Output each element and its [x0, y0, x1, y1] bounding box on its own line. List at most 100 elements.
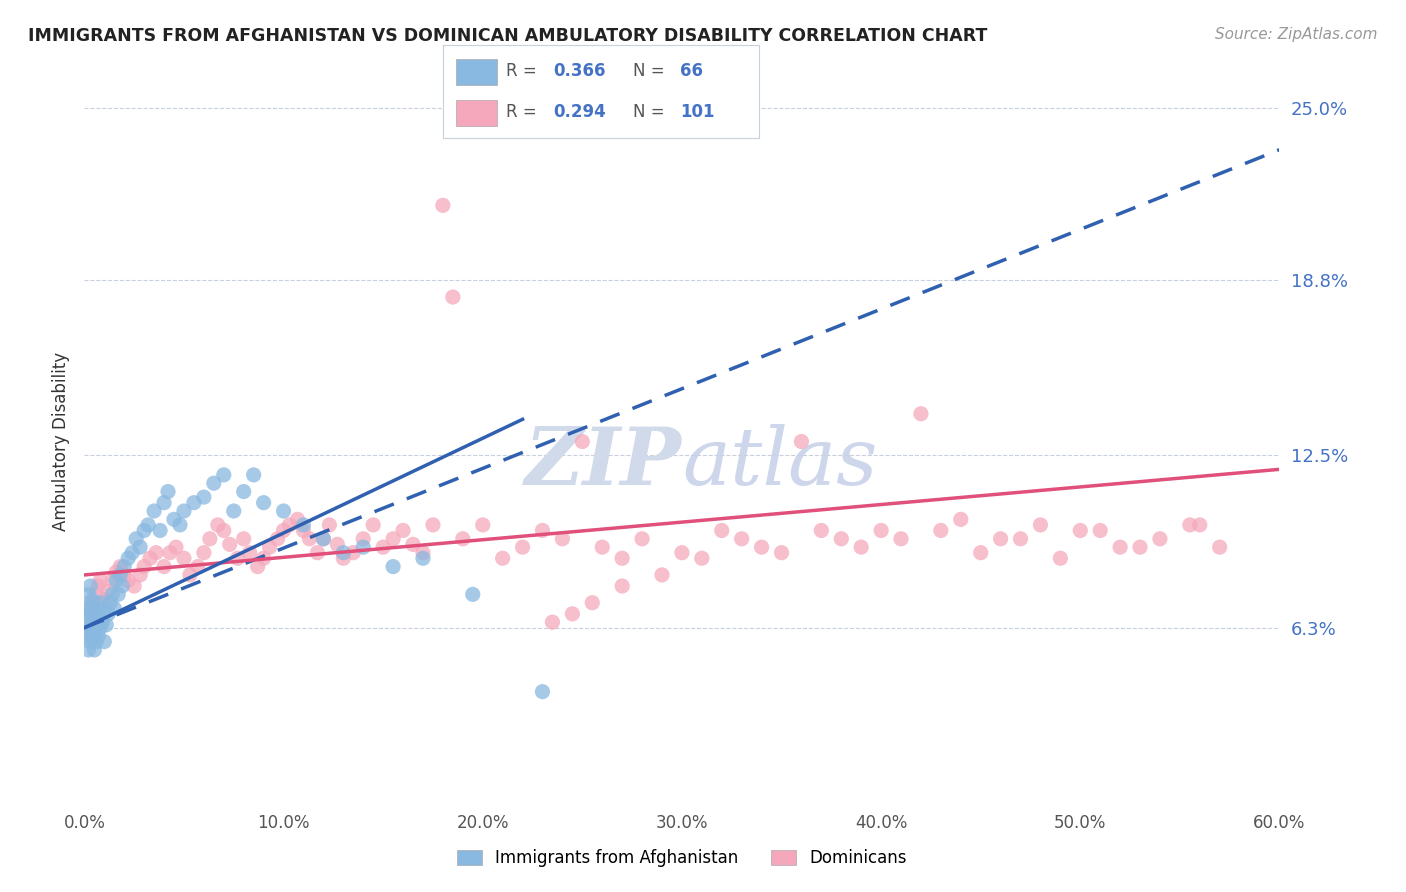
Point — [671, 546, 693, 560]
Point — [402, 537, 425, 551]
Point — [165, 540, 187, 554]
Point — [207, 517, 229, 532]
Point — [612, 579, 634, 593]
Point — [82, 593, 104, 607]
Point — [1178, 517, 1201, 532]
Legend: Immigrants from Afghanistan, Dominicans: Immigrants from Afghanistan, Dominicans — [450, 843, 914, 874]
Point — [1049, 551, 1071, 566]
Point — [117, 551, 139, 566]
Point — [373, 540, 395, 554]
Point — [121, 546, 143, 560]
Y-axis label: Ambulatory Disability: Ambulatory Disability — [52, 352, 70, 531]
Point — [77, 607, 100, 621]
Point — [79, 615, 101, 630]
Point — [87, 607, 110, 621]
Point — [790, 434, 813, 449]
Point — [731, 532, 754, 546]
Point — [89, 596, 111, 610]
Point — [531, 524, 554, 538]
Text: ZIP: ZIP — [524, 425, 682, 502]
Point — [253, 496, 276, 510]
Point — [173, 504, 195, 518]
Point — [770, 546, 793, 560]
Point — [352, 532, 374, 546]
Point — [266, 532, 288, 546]
Point — [1188, 517, 1211, 532]
Point — [361, 517, 384, 532]
Point — [132, 524, 156, 538]
Point — [1090, 524, 1112, 538]
Point — [312, 532, 335, 546]
Point — [89, 574, 111, 588]
Point — [93, 593, 115, 607]
Point — [326, 537, 349, 551]
Point — [83, 643, 105, 657]
Point — [79, 621, 101, 635]
Point — [352, 540, 374, 554]
Point — [91, 615, 114, 630]
Point — [212, 524, 235, 538]
Point — [541, 615, 564, 630]
Point — [318, 517, 340, 532]
Point — [451, 532, 474, 546]
Point — [96, 618, 118, 632]
Text: 0.366: 0.366 — [554, 62, 606, 79]
Point — [259, 540, 281, 554]
Point — [870, 524, 893, 538]
Point — [82, 609, 104, 624]
Point — [531, 684, 554, 698]
Point — [412, 551, 434, 566]
Point — [173, 551, 195, 566]
Point — [75, 601, 97, 615]
Point — [77, 601, 100, 615]
Point — [112, 568, 135, 582]
Point — [929, 524, 952, 538]
Point — [82, 596, 104, 610]
Point — [105, 574, 128, 588]
Point — [232, 484, 254, 499]
Point — [202, 476, 225, 491]
Point — [412, 546, 434, 560]
Point — [242, 467, 264, 482]
Point — [1129, 540, 1152, 554]
Point — [86, 634, 108, 648]
Point — [125, 532, 148, 546]
Point — [101, 574, 124, 588]
Point — [246, 559, 269, 574]
Point — [631, 532, 654, 546]
Point — [145, 546, 167, 560]
Point — [79, 634, 101, 648]
Point — [75, 629, 97, 643]
Point — [561, 607, 583, 621]
Point — [132, 559, 156, 574]
Point — [198, 532, 221, 546]
Point — [292, 524, 315, 538]
Point — [342, 546, 364, 560]
Point — [287, 512, 309, 526]
Point — [117, 574, 139, 588]
Point — [187, 559, 209, 574]
Point — [278, 517, 301, 532]
Point — [97, 584, 120, 599]
Point — [970, 546, 993, 560]
Point — [110, 559, 132, 574]
Point — [110, 568, 132, 582]
Text: N =: N = — [633, 62, 669, 79]
Point — [441, 290, 464, 304]
Point — [212, 467, 235, 482]
Point — [239, 546, 262, 560]
Point — [1010, 532, 1032, 546]
Point — [512, 540, 534, 554]
Point — [710, 524, 733, 538]
Point — [169, 517, 191, 532]
Point — [87, 629, 110, 643]
Point — [193, 490, 215, 504]
Point — [307, 546, 329, 560]
Point — [432, 198, 454, 212]
Point — [551, 532, 574, 546]
Text: Source: ZipAtlas.com: Source: ZipAtlas.com — [1215, 27, 1378, 42]
Point — [77, 643, 100, 657]
Point — [581, 596, 603, 610]
Point — [107, 587, 129, 601]
Point — [273, 524, 295, 538]
